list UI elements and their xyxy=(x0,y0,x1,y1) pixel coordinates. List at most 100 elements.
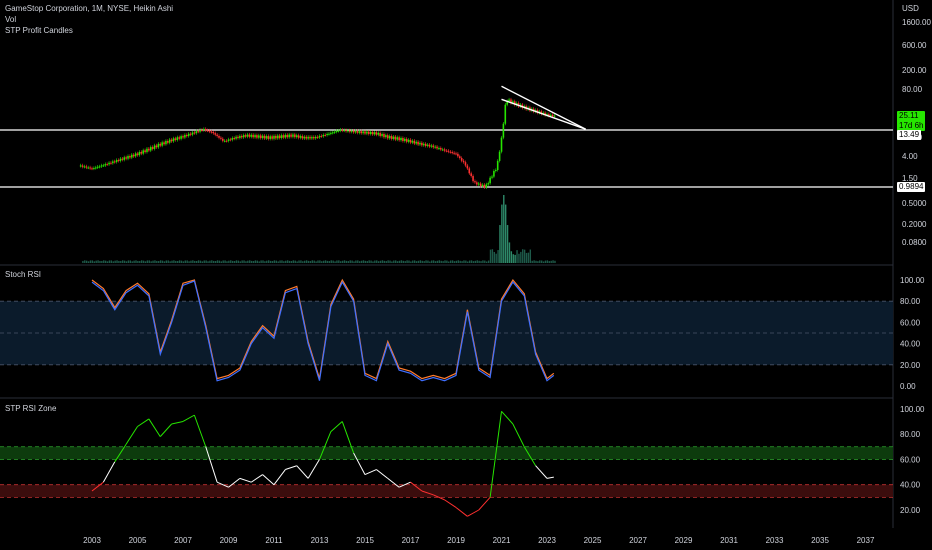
volume-label[interactable]: Vol xyxy=(5,15,17,24)
candle-body xyxy=(453,152,455,154)
candle-body xyxy=(512,101,514,104)
volume-bar xyxy=(245,261,247,263)
candle-body xyxy=(246,134,249,137)
candle-body xyxy=(129,156,131,158)
volume-bar xyxy=(237,260,240,263)
volume-bar xyxy=(176,260,179,263)
volume-bar xyxy=(101,260,103,263)
candle-body xyxy=(155,145,158,148)
volume-bar xyxy=(256,260,259,263)
candle-body xyxy=(500,137,503,152)
candle-body xyxy=(180,136,182,139)
candle-body xyxy=(271,136,273,139)
candle-body xyxy=(398,137,400,141)
volume-bar xyxy=(201,261,204,263)
rsi-segment xyxy=(114,443,127,463)
volume-bar xyxy=(135,260,137,263)
candle-body xyxy=(481,184,484,186)
volume-bar xyxy=(296,261,298,263)
volume-bar xyxy=(279,260,281,263)
candle-body xyxy=(400,138,402,141)
rsi-segment xyxy=(398,481,411,488)
volume-bar xyxy=(402,260,404,263)
candle-body xyxy=(318,135,321,138)
volume-bar xyxy=(99,260,101,263)
rsi-segment xyxy=(364,469,377,476)
volume-bar xyxy=(508,242,511,263)
candle-body xyxy=(477,183,480,185)
volume-bar xyxy=(457,260,459,263)
candle-body xyxy=(102,165,105,167)
x-tick-label: 2025 xyxy=(584,536,602,545)
volume-bar xyxy=(531,260,533,263)
volume-bar xyxy=(338,260,340,263)
candle-body xyxy=(149,147,152,151)
rsi-segment xyxy=(535,465,548,479)
volume-bar xyxy=(106,261,109,263)
price-tick-label: 600.00 xyxy=(902,41,927,50)
volume-bar xyxy=(317,260,319,263)
indicator-label[interactable]: STP Profit Candles xyxy=(5,26,73,35)
candle-body xyxy=(237,136,239,138)
candle-body xyxy=(440,148,442,150)
candle-body xyxy=(233,138,235,140)
symbol-title[interactable]: GameStop Corporation, 1M, NYSE, Heikin A… xyxy=(5,4,174,13)
rsi-tick-label: 40.00 xyxy=(900,481,921,490)
volume-bar xyxy=(222,260,224,263)
volume-bar xyxy=(322,260,325,263)
candle-body xyxy=(487,183,490,185)
volume-bar xyxy=(495,253,497,263)
candle-body xyxy=(438,148,440,150)
stoch-tick-label: 40.00 xyxy=(900,340,921,349)
volume-bar xyxy=(444,260,446,263)
volume-bar xyxy=(116,260,118,263)
volume-bar xyxy=(214,260,217,263)
candle-body xyxy=(443,149,446,151)
last-price-tag: 25.11 17d 6h xyxy=(897,111,926,132)
wedge-upper-line xyxy=(501,85,586,130)
volume-bar xyxy=(213,260,215,263)
candle-body xyxy=(394,136,397,140)
volume-bar xyxy=(171,260,173,263)
candle-body xyxy=(216,134,218,136)
volume-bar xyxy=(154,260,156,263)
candle-body xyxy=(240,135,243,138)
candle-body xyxy=(309,136,311,139)
volume-bar xyxy=(207,261,209,263)
price-tick-label: 0.2000 xyxy=(902,220,927,229)
volume-bar xyxy=(332,260,334,263)
candle-body xyxy=(132,154,135,157)
volume-bar xyxy=(461,261,463,263)
candle-body xyxy=(276,135,279,139)
stoch-tick-label: 80.00 xyxy=(900,297,921,306)
stp-rsi-zone-title[interactable]: STP RSI Zone xyxy=(5,404,57,413)
candle-body xyxy=(91,168,93,170)
volume-bar xyxy=(307,260,310,263)
volume-bar xyxy=(440,260,442,263)
volume-bar xyxy=(389,260,391,263)
candle-body xyxy=(292,134,294,137)
rsi-segment xyxy=(307,459,320,479)
price-tick-label: 1600.00 xyxy=(902,18,931,27)
candle-body xyxy=(549,114,552,116)
x-tick-label: 2017 xyxy=(402,536,420,545)
price-tick-label: 1.50 xyxy=(902,174,918,183)
candle-body xyxy=(104,164,107,166)
candle-body xyxy=(115,160,118,163)
volume-bar xyxy=(148,260,150,263)
volume-bar xyxy=(87,261,90,263)
volume-bar xyxy=(97,260,99,263)
volume-bar xyxy=(180,260,183,263)
rsi-segment xyxy=(455,507,468,517)
volume-bar xyxy=(146,260,149,263)
volume-bar xyxy=(438,260,441,263)
candle-body xyxy=(204,128,207,131)
candle-body xyxy=(151,147,154,149)
volume-bar xyxy=(321,261,323,263)
rsi-segment xyxy=(137,418,150,427)
volume-bar xyxy=(108,260,111,263)
stoch-rsi-title[interactable]: Stoch RSI xyxy=(5,270,42,279)
candle-body xyxy=(373,132,376,135)
volume-bar xyxy=(249,260,251,263)
